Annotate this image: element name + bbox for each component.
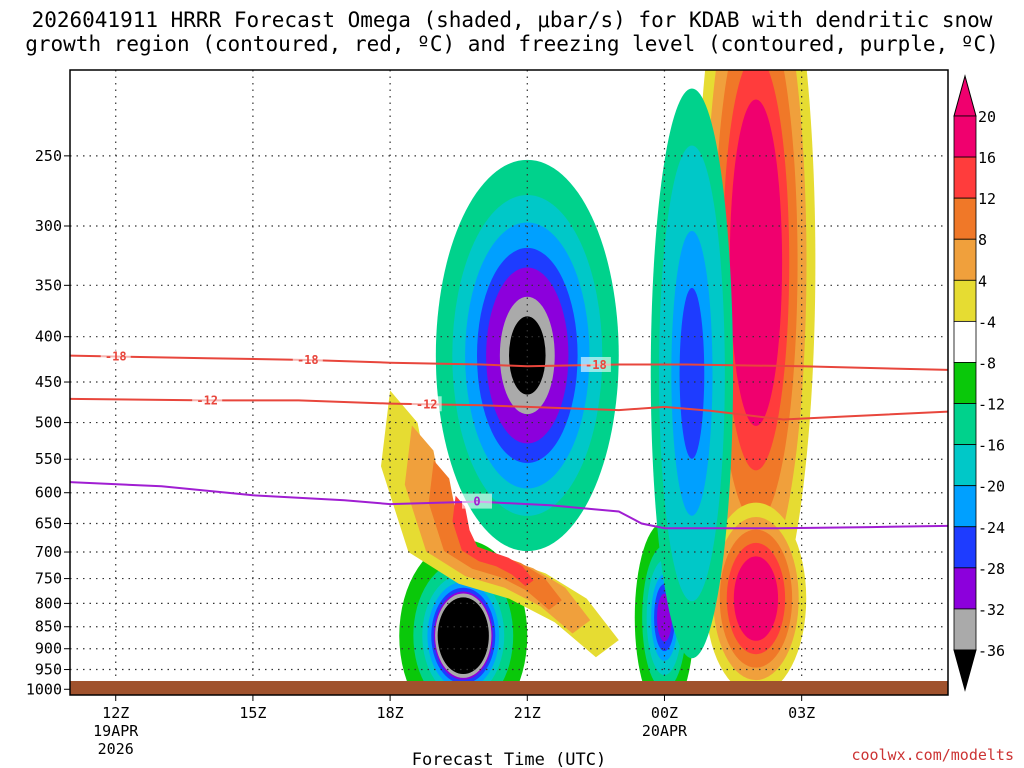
y-tick-label-750: 750 (35, 570, 62, 588)
colorbar-label-6: -8 (978, 354, 996, 372)
dgz-minus12-label-bg-1 (411, 396, 442, 412)
colorbar-swatch-11 (953, 567, 977, 610)
x-tick-date-4: 20APR (642, 722, 688, 740)
downward-band-02z-level-4 (729, 99, 783, 426)
colorbar-label-5: -4 (978, 313, 996, 331)
dgz-minus18-line (70, 354, 948, 371)
dgz-minus18-label-bg-2 (580, 356, 611, 372)
colorbar-swatch-6 (953, 362, 977, 404)
y-tick-label-400: 400 (35, 328, 62, 346)
chart-title: 2026041911 HRRR Forecast Omega (shaded, … (0, 8, 1024, 56)
dgz-minus12-label-bg-0 (192, 392, 223, 408)
colorbar-swatch-9 (953, 485, 977, 528)
title-line-1: 2026041911 HRRR Forecast Omega (shaded, … (31, 8, 993, 32)
colorbar-label-7: -12 (978, 396, 1005, 414)
colorbar-label-4: 4 (978, 272, 987, 290)
freezing-level-label-bg-0 (461, 493, 492, 509)
colorbar-swatch-1 (953, 156, 977, 199)
y-tick-label-850: 850 (35, 618, 62, 636)
colorbar-bottom-arrow (953, 649, 977, 692)
colorbar-label-9: -20 (978, 478, 1005, 496)
y-tick-label-950: 950 (35, 661, 62, 679)
y-axis: 250 300 350 400 450 500 550 600 650 700 750 800 850 9… (26, 147, 70, 698)
downward-sloped-1930z-2230z-level-2 (428, 460, 562, 610)
colorbar-label-11: -28 (978, 560, 1005, 578)
freezing-level-label-0: 0 (473, 495, 480, 509)
y-tick-label-500: 500 (35, 414, 62, 432)
x-tick-label-3: 21Z (514, 704, 541, 722)
colorbar-swatch-10 (953, 526, 977, 569)
colorbar-label-2: 12 (978, 190, 996, 208)
ground-strip (70, 681, 948, 695)
y-tick-label-550: 550 (35, 450, 62, 468)
dgz-minus18-label-bg-1 (292, 352, 323, 368)
upward-core-20z-level-6 (509, 316, 546, 395)
y-tick-label-300: 300 (35, 217, 62, 235)
colorbar-label-12: -32 (978, 601, 1005, 619)
y-tick-label-900: 900 (35, 640, 62, 658)
downward-sloped-1930z-2230z-level-3 (452, 495, 534, 587)
y-tick-label-800: 800 (35, 594, 62, 612)
x-tick-label-1: 15Z (239, 704, 266, 722)
colorbar-label-13: -36 (978, 642, 1005, 660)
x-tick-label-4: 00Z (651, 704, 678, 722)
y-tick-label-1000: 1000 (26, 680, 62, 698)
temperature-contours: -18 -18 -18 -12 -12 0 (70, 348, 948, 530)
credit-text: coolwx.com/modelts (851, 746, 1014, 764)
colorbar-top-arrow (953, 74, 977, 117)
x-axis-label: Forecast Time (UTC) (412, 750, 606, 768)
y-tick-label-350: 350 (35, 276, 62, 294)
colorbar-swatch-7 (953, 403, 977, 446)
dgz-minus18-label-1: -18 (297, 353, 319, 367)
colorbar-label-10: -24 (978, 519, 1005, 537)
grid-lines (70, 70, 948, 695)
upward-mid-00z-level-3 (679, 287, 705, 459)
downward-lowlevel-02z-level-4 (733, 556, 779, 641)
y-tick-label-700: 700 (35, 543, 62, 561)
colorbar-label-8: -16 (978, 437, 1005, 455)
upward-core-1830z-level-7 (437, 597, 489, 675)
colorbar-swatch-3 (953, 238, 977, 281)
colorbar-swatch-12 (953, 608, 977, 651)
dgz-minus12-line (70, 397, 948, 421)
y-tick-label-600: 600 (35, 484, 62, 502)
dgz-minus18-label-2: -18 (585, 358, 607, 372)
colorbar-swatch-8 (953, 444, 977, 487)
y-tick-label-250: 250 (35, 147, 62, 165)
y-tick-label-450: 450 (35, 373, 62, 391)
dgz-minus12-label-1: -12 (416, 397, 438, 411)
y-tick-label-650: 650 (35, 515, 62, 533)
colorbar-swatch-2 (953, 197, 977, 240)
colorbar-label-1: 16 (978, 149, 996, 167)
dgz-minus12-label-0: -12 (196, 393, 218, 407)
colorbar-swatch-5 (953, 320, 977, 363)
title-line-2: growth region (contoured, red, ºC) and f… (25, 32, 999, 56)
x-tick-label-0: 12Z (102, 704, 129, 722)
colorbar-swatch-4 (953, 279, 977, 322)
colorbar-swatch-0 (953, 115, 977, 158)
x-tick-label-5: 03Z (788, 704, 815, 722)
colorbar: 20 16 12 8 4 -4 -8 -12 -16 -20 -24 -28 -32 -36 (953, 74, 1005, 692)
x-tick-year-0: 2026 (98, 740, 134, 758)
freezing-level-line (70, 481, 948, 530)
colorbar-label-0: 20 (978, 108, 996, 126)
dgz-minus18-label-bg-0 (100, 348, 131, 364)
colorbar-label-3: 8 (978, 231, 987, 249)
x-tick-label-2: 18Z (377, 704, 404, 722)
dgz-minus18-label-0: -18 (105, 350, 127, 364)
x-tick-date-0: 19APR (93, 722, 139, 740)
